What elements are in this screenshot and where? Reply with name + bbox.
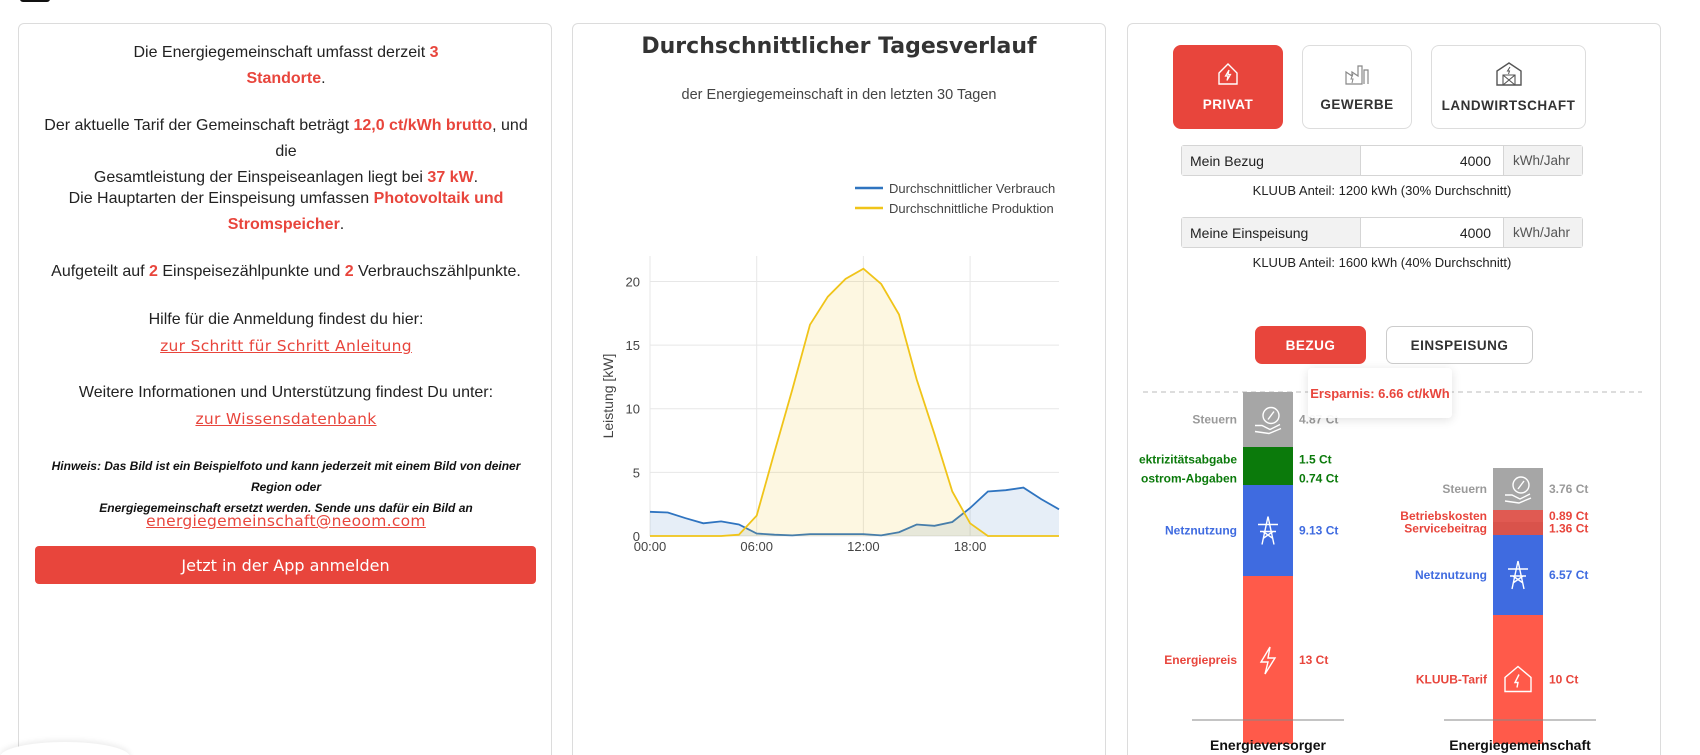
- right-segment-label: Steuern: [1442, 482, 1487, 496]
- y-tick-label: 5: [633, 465, 640, 480]
- left-segment-label: Energiepreis: [1164, 653, 1237, 667]
- right-segment-label: KLUUB-Tarif: [1416, 673, 1488, 687]
- email-section: energiegemeinschaft@neoom.com: [39, 508, 533, 535]
- money-hand-icon: [1254, 406, 1282, 435]
- category-privat-button[interactable]: PRIVAT: [1173, 45, 1283, 129]
- x-tick-label: 18:00: [954, 539, 987, 554]
- category-landwirtschaft-button[interactable]: LANDWIRTSCHAFT: [1431, 45, 1586, 129]
- right-column-label: Energiegemeinschaft: [1449, 737, 1591, 753]
- daily-profile-chart: 0 5 10 15 20 00:00 06:00 12:00 18:00 Leistung [kW…: [600, 181, 1060, 554]
- left-segment-1[interactable]: [1243, 447, 1293, 472]
- legend-label[interactable]: Durchschnittlicher Verbrauch: [889, 181, 1055, 196]
- factory-icon: [1345, 65, 1369, 85]
- right-segment-value: 10 Ct: [1549, 673, 1578, 687]
- toggle-bezug-button[interactable]: BEZUG: [1255, 326, 1366, 364]
- x-tick-label: 12:00: [847, 539, 880, 554]
- right-segment-value: 3.76 Ct: [1549, 482, 1588, 496]
- chart-subtitle: der Energiegemeinschaft in den letzten 3…: [681, 87, 997, 103]
- compare-card: PRIVAT GEWERBE LANDWIRTSCHAFT Mein Bezug…: [1127, 23, 1661, 755]
- y-axis-label: Leistung [kW]: [600, 354, 616, 439]
- left-segment-value: 9.13 Ct: [1299, 524, 1338, 538]
- right-segment-value: 0.89 Ct: [1549, 509, 1588, 523]
- left-segment-label: ektrizitätsabgabe: [1139, 453, 1237, 467]
- savings-tooltip: Ersparnis: 6.66 ct/kWh: [1308, 368, 1452, 418]
- knowledge-section: Weitere Informationen und Unterstützung …: [78, 384, 494, 428]
- right-segment-label: Servicebeitrag: [1404, 522, 1487, 536]
- x-tick-label: 00:00: [634, 539, 667, 554]
- bezug-unit: kWh/Jahr: [1503, 146, 1582, 175]
- chart-card: Durchschnittlicher Tagesverlauf der Ener…: [572, 23, 1106, 755]
- right-segment-1[interactable]: [1493, 510, 1543, 522]
- guide-link[interactable]: zur Schritt für Schritt Anleitung: [160, 337, 412, 355]
- right-segment-3[interactable]: [1493, 535, 1543, 615]
- page-title-fragment: [20, 0, 50, 2]
- house-icon: [1504, 665, 1532, 693]
- einspeisung-share-text: KLUUB Anteil: 1600 kWh (40% Durchschnitt…: [1252, 255, 1512, 270]
- toggle-einspeisung-button[interactable]: EINSPEISUNG: [1386, 326, 1533, 364]
- left-segment-label: ostrom-Abgaben: [1141, 472, 1237, 486]
- photo-note: Hinweis: Das Bild ist ein Beispielfoto u…: [51, 459, 521, 515]
- series-area-0: [650, 487, 1059, 536]
- series-line-1: [650, 267, 1059, 537]
- help-section: Hilfe für die Anmeldung findest du hier:…: [148, 311, 424, 355]
- series-line-0: [649, 486, 1060, 537]
- left-segment-label: Steuern: [1192, 413, 1237, 427]
- app-login-button[interactable]: Jetzt in der App anmelden: [35, 546, 536, 584]
- left-segment-3[interactable]: [1243, 485, 1293, 576]
- power-tower-icon: [1258, 516, 1278, 545]
- y-tick-label: 10: [626, 402, 640, 417]
- info-sites: Die Energiegemeinschaft umfasst derzeit …: [133, 44, 439, 87]
- barn-icon: [1495, 62, 1522, 86]
- right-segment-4[interactable]: [1493, 615, 1543, 744]
- money-hand-icon: [1504, 476, 1532, 504]
- power-tower-icon: [1508, 560, 1528, 590]
- left-segment-label: Netznutzung: [1165, 524, 1237, 538]
- series-area-1: [650, 268, 1059, 536]
- bezug-label: Mein Bezug: [1182, 146, 1361, 175]
- bezug-input-group: Mein Bezug kWh/Jahr: [1181, 145, 1583, 176]
- info-card: Die Energiegemeinschaft umfasst derzeit …: [18, 23, 552, 755]
- einspeisung-label: Meine Einspeisung: [1182, 218, 1361, 247]
- y-tick-label: 15: [626, 338, 640, 353]
- einspeisung-input[interactable]: [1361, 218, 1503, 247]
- left-segment-value: 13 Ct: [1299, 653, 1328, 667]
- info-meter-points: Aufgeteilt auf 2 Einspeisezählpunkte und…: [51, 263, 521, 280]
- right-segment-value: 1.36 Ct: [1549, 522, 1588, 536]
- category-gewerbe-button[interactable]: GEWERBE: [1302, 45, 1412, 129]
- einspeisung-input-group: Meine Einspeisung kWh/Jahr: [1181, 217, 1583, 248]
- right-segment-value: 6.57 Ct: [1549, 568, 1588, 582]
- x-tick-label: 06:00: [740, 539, 773, 554]
- right-segment-2[interactable]: [1493, 522, 1543, 535]
- right-segment-label: Betriebskosten: [1400, 509, 1487, 523]
- legend-label[interactable]: Durchschnittliche Produktion: [889, 201, 1054, 216]
- house-icon: [1218, 63, 1238, 85]
- email-link[interactable]: energiegemeinschaft@neoom.com: [146, 512, 426, 530]
- left-segment-4[interactable]: [1243, 576, 1293, 744]
- info-tariff: Der aktuelle Tarif der Gemeinschaft betr…: [44, 117, 528, 186]
- bezug-input[interactable]: [1361, 146, 1503, 175]
- right-segment-label: Netznutzung: [1415, 568, 1487, 582]
- left-column-label: Energieversorger: [1210, 737, 1326, 753]
- bezug-share-text: KLUUB Anteil: 1200 kWh (30% Durchschnitt…: [1252, 183, 1512, 198]
- left-segment-value: 1.5 Ct: [1299, 453, 1332, 467]
- info-feed-types: Die Hauptarten der Einspeisung umfassen …: [68, 190, 504, 233]
- left-segment-2[interactable]: [1243, 472, 1293, 485]
- chat-widget-edge[interactable]: [0, 742, 130, 755]
- left-segment-value: 0.74 Ct: [1299, 472, 1338, 486]
- y-tick-label: 0: [633, 529, 640, 544]
- knowledge-base-link[interactable]: zur Wissensdatenbank: [195, 410, 377, 428]
- y-tick-label: 20: [626, 274, 640, 289]
- lightning-icon: [1259, 646, 1277, 675]
- einspeisung-unit: kWh/Jahr: [1503, 218, 1582, 247]
- chart-title: Durchschnittlicher Tagesverlauf: [641, 34, 1037, 59]
